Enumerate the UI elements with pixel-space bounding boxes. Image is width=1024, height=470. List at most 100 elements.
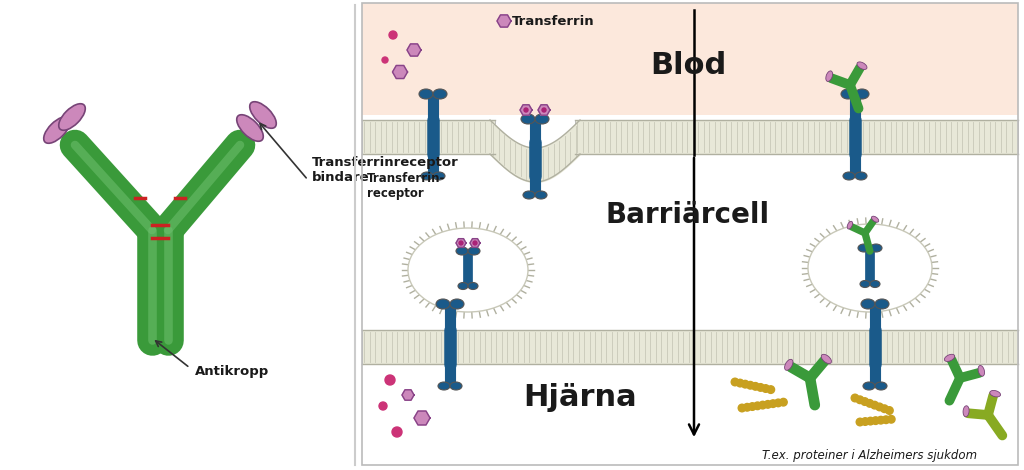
Circle shape [385, 375, 395, 385]
Circle shape [856, 418, 864, 426]
Circle shape [769, 400, 777, 407]
Ellipse shape [860, 281, 870, 288]
Circle shape [767, 386, 774, 393]
Circle shape [392, 427, 402, 437]
Circle shape [752, 383, 759, 390]
Ellipse shape [468, 247, 480, 255]
Circle shape [524, 108, 528, 112]
Polygon shape [456, 239, 466, 247]
Circle shape [746, 382, 754, 389]
Text: Antikropp: Antikropp [195, 366, 269, 378]
Ellipse shape [871, 216, 879, 222]
Ellipse shape [857, 62, 867, 70]
Circle shape [762, 385, 769, 392]
Ellipse shape [825, 71, 833, 81]
Ellipse shape [398, 218, 538, 322]
Ellipse shape [450, 299, 464, 309]
Circle shape [886, 407, 893, 415]
Circle shape [738, 404, 745, 412]
Ellipse shape [855, 89, 869, 99]
Polygon shape [497, 15, 511, 27]
Ellipse shape [990, 391, 1000, 397]
Ellipse shape [847, 221, 853, 229]
Circle shape [856, 396, 863, 404]
Polygon shape [407, 44, 421, 56]
Ellipse shape [978, 366, 984, 376]
Ellipse shape [821, 354, 831, 364]
Circle shape [876, 403, 884, 411]
Ellipse shape [421, 172, 433, 180]
Ellipse shape [841, 89, 855, 99]
Ellipse shape [535, 114, 549, 124]
Ellipse shape [237, 115, 263, 141]
Ellipse shape [433, 172, 445, 180]
Text: Transferrin-
receptor: Transferrin- receptor [367, 172, 445, 200]
Bar [362, 115, 1018, 345]
Ellipse shape [458, 282, 468, 290]
Circle shape [861, 418, 869, 425]
Bar [362, 345, 1018, 467]
Circle shape [870, 401, 879, 409]
Text: T.ex. proteiner i Alzheimers sjukdom: T.ex. proteiner i Alzheimers sjukdom [763, 449, 978, 462]
Ellipse shape [944, 354, 954, 361]
Circle shape [774, 399, 782, 407]
Text: Transferrinreceptor
bindare: Transferrinreceptor bindare [312, 156, 459, 184]
Ellipse shape [858, 244, 870, 252]
Circle shape [759, 401, 767, 409]
Ellipse shape [44, 117, 71, 143]
Text: Barriärcell: Barriärcell [606, 201, 770, 229]
Text: Transferrin: Transferrin [512, 15, 595, 28]
Circle shape [473, 241, 477, 245]
Circle shape [749, 403, 756, 410]
Circle shape [881, 405, 888, 413]
Ellipse shape [468, 282, 478, 290]
Ellipse shape [855, 172, 867, 180]
Circle shape [888, 415, 895, 423]
Ellipse shape [861, 299, 874, 309]
FancyBboxPatch shape [362, 120, 495, 154]
Circle shape [866, 400, 873, 407]
Circle shape [851, 394, 859, 402]
FancyBboxPatch shape [575, 120, 1018, 154]
FancyBboxPatch shape [362, 330, 1018, 364]
Text: Blod: Blod [650, 50, 726, 79]
Circle shape [743, 403, 751, 411]
Polygon shape [538, 105, 550, 115]
Ellipse shape [433, 89, 447, 99]
Ellipse shape [58, 104, 85, 130]
Circle shape [459, 241, 463, 245]
Bar [362, 3, 1018, 465]
Ellipse shape [870, 281, 880, 288]
Ellipse shape [863, 382, 874, 390]
Ellipse shape [843, 172, 855, 180]
Circle shape [379, 402, 387, 410]
Circle shape [877, 416, 885, 424]
Circle shape [871, 417, 880, 424]
Ellipse shape [870, 244, 882, 252]
Ellipse shape [798, 214, 942, 322]
Circle shape [736, 379, 743, 387]
Circle shape [861, 398, 868, 405]
Circle shape [382, 57, 388, 63]
Bar [362, 3, 1018, 115]
Circle shape [754, 402, 761, 410]
Ellipse shape [784, 359, 793, 370]
Circle shape [757, 384, 764, 391]
Ellipse shape [408, 228, 528, 312]
Polygon shape [392, 65, 408, 78]
Ellipse shape [874, 382, 887, 390]
Polygon shape [520, 105, 532, 115]
Circle shape [764, 400, 772, 408]
Text: Hjärna: Hjärna [523, 383, 637, 412]
Ellipse shape [808, 224, 932, 312]
Ellipse shape [450, 382, 462, 390]
Ellipse shape [456, 247, 468, 255]
Circle shape [866, 417, 874, 425]
Ellipse shape [874, 299, 889, 309]
Circle shape [389, 31, 397, 39]
Polygon shape [414, 411, 430, 425]
Circle shape [779, 399, 787, 406]
Circle shape [883, 416, 890, 423]
Ellipse shape [436, 299, 450, 309]
Circle shape [741, 380, 749, 388]
